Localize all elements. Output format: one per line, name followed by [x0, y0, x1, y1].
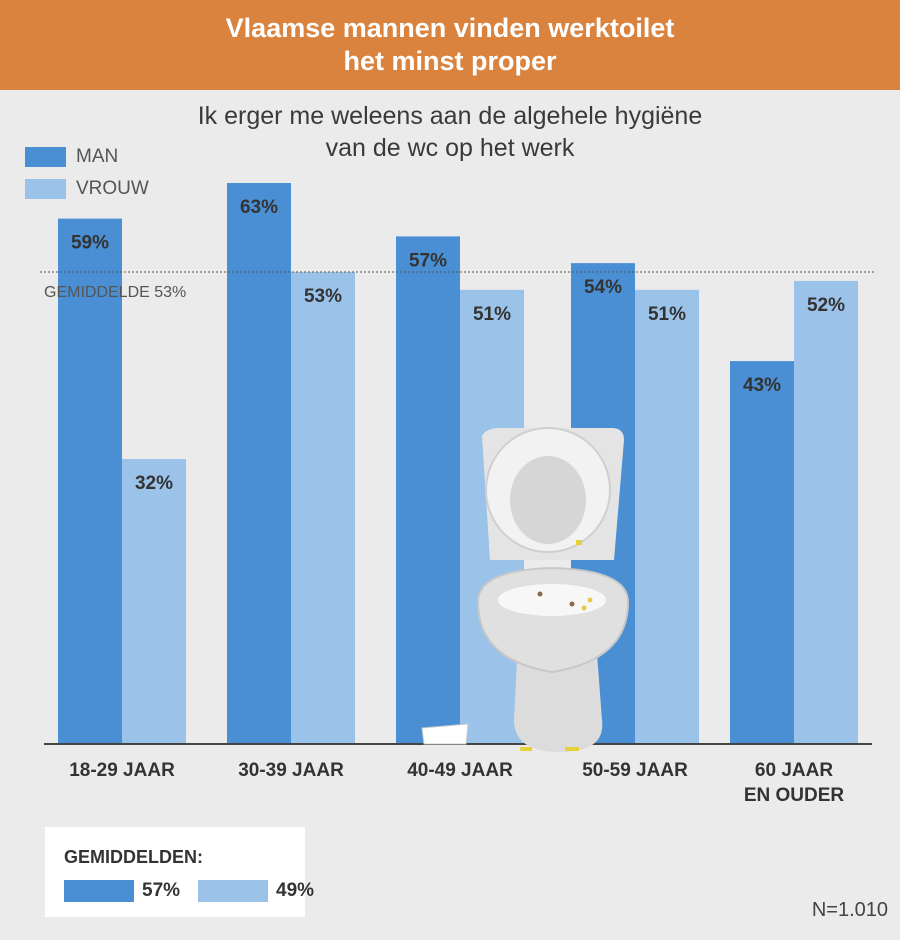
- data-label-man-3: 54%: [584, 277, 622, 298]
- bar-man-0: [58, 218, 122, 745]
- legend-swatch-vrouw: [25, 179, 66, 199]
- averages-box: GEMIDDELDEN: 57% 49%: [45, 827, 314, 917]
- average-swatch-man: [64, 880, 134, 902]
- toilet-bowl-rim: [498, 584, 606, 616]
- toilet-seat-opening: [510, 456, 586, 544]
- data-label-vrouw-3: 51%: [648, 304, 686, 325]
- subtitle-line-1: Ik erger me weleens aan de algehele hygi…: [197, 102, 703, 130]
- bar-man-1: [227, 183, 291, 744]
- data-label-man-4: 43%: [743, 375, 781, 396]
- legend-label-vrouw: VROUW: [76, 178, 149, 199]
- title-banner: Vlaamse mannen vinden werktoilet het min…: [0, 0, 900, 90]
- data-label-man-0: 59%: [71, 233, 109, 254]
- floor-stain-right: [565, 747, 579, 751]
- data-label-vrouw-2: 51%: [473, 304, 511, 325]
- sample-size-note: N=1.010: [811, 899, 888, 921]
- toilet-illustration: [421, 427, 630, 752]
- x-tick-label-3: 50-59 JAAR: [582, 760, 688, 781]
- legend-item-man: MAN: [25, 146, 118, 168]
- x-tick-label-4-1: EN OUDER: [744, 785, 845, 806]
- x-tick-label-2: 40-49 JAAR: [407, 760, 513, 781]
- dirt-speck-3: [587, 597, 593, 603]
- bar-vrouw-1: [291, 272, 355, 744]
- bar-man-2: [396, 236, 460, 744]
- dirt-speck-1: [581, 605, 587, 611]
- title-line-2: het minst proper: [343, 46, 557, 76]
- chart-subtitle: Ik erger me weleens aan de algehele hygi…: [100, 100, 800, 164]
- dirt-speck-0: [569, 601, 575, 607]
- seat-stain: [576, 540, 582, 545]
- x-tick-label-0: 18-29 JAAR: [69, 760, 175, 781]
- x-tick-label-1: 30-39 JAAR: [238, 760, 344, 781]
- bar-vrouw-3: [635, 289, 699, 744]
- average-value-man: 57%: [142, 880, 181, 901]
- data-label-vrouw-4: 52%: [807, 295, 845, 316]
- title-line-1: Vlaamse mannen vinden werktoilet: [225, 13, 675, 43]
- bar-man-4: [730, 361, 794, 744]
- bar-vrouw-0: [122, 459, 186, 744]
- paper-strip: [421, 723, 469, 745]
- dirt-speck-2: [537, 591, 543, 597]
- legend-item-vrouw: VROUW: [25, 178, 149, 200]
- legend-label-man: MAN: [76, 146, 119, 167]
- averages-title: GEMIDDELDEN:: [64, 847, 203, 867]
- subtitle-line-2: van de wc op het werk: [325, 134, 575, 162]
- average-reference-label: GEMIDDELDE 53%: [44, 284, 186, 301]
- average-swatch-vrouw: [198, 880, 268, 902]
- legend-swatch-man: [25, 147, 66, 167]
- average-value-vrouw: 49%: [276, 880, 315, 901]
- average-vrouw: 49%: [198, 880, 314, 902]
- average-man: 57%: [64, 880, 180, 902]
- x-tick-label-4-0: 60 JAAR: [755, 760, 833, 781]
- data-label-vrouw-1: 53%: [304, 286, 342, 307]
- data-label-vrouw-0: 32%: [135, 473, 173, 494]
- data-label-man-2: 57%: [409, 250, 447, 271]
- floor-stain-left: [520, 747, 532, 751]
- bar-chart: 59% 63% 57% 54% 43% 32% 53% 51% 51% 52% GEMIDDELDE…: [40, 183, 875, 806]
- data-label-man-1: 63%: [240, 197, 278, 218]
- bar-vrouw-4: [794, 280, 858, 744]
